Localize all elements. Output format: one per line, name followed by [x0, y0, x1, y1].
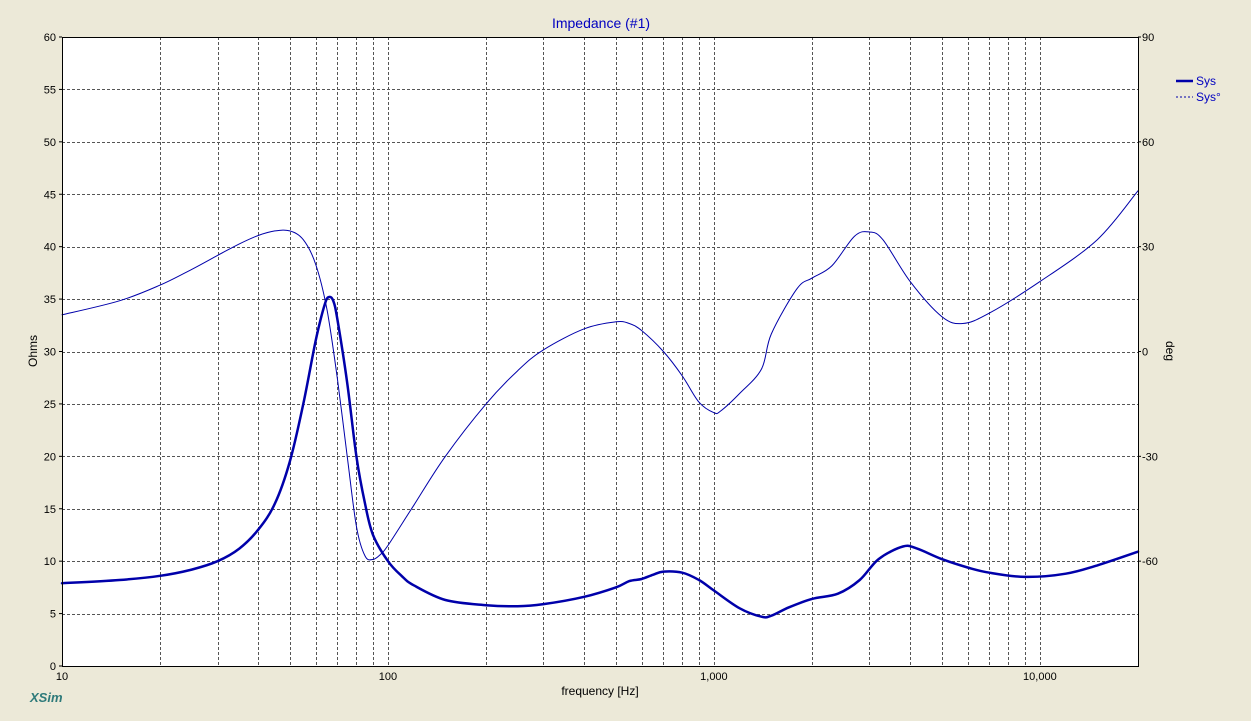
x-axis-title: frequency [Hz] [561, 684, 638, 698]
legend: Sys Sys° [1176, 74, 1221, 104]
y2-tick-label: -60 [1142, 556, 1158, 568]
y-tick-label: 15 [44, 504, 56, 516]
y2-tick-label: 0 [1142, 347, 1148, 359]
y-axis-title: Ohms [26, 335, 40, 367]
y-tick-label: 35 [44, 294, 56, 306]
grid [62, 37, 1138, 666]
tick-labels: 0 5 10 15 20 25 30 35 40 45 50 55 60 90 60 30 0 -30 -60 10 1… [44, 32, 1158, 683]
y-tick-label: 60 [44, 32, 56, 44]
y-tick-label: 10 [44, 556, 56, 568]
x-tick-label: 100 [379, 671, 397, 683]
y2-axis-title: deg [1163, 341, 1177, 361]
series-line-sys [60, 295, 1140, 619]
x-tick-label: 1,000 [700, 671, 728, 683]
y-tick-label: 50 [44, 137, 56, 149]
y-tick-label: 55 [44, 84, 56, 96]
y2-tick-label: -30 [1142, 451, 1158, 463]
x-tick-label: 10,000 [1023, 671, 1057, 683]
legend-label-sys: Sys [1196, 74, 1216, 88]
y2-tick-label: 60 [1142, 137, 1154, 149]
series-line-sys-phase [61, 190, 1139, 561]
y-tick-label: 20 [44, 451, 56, 463]
y-tick-label: 25 [44, 399, 56, 411]
y2-tick-label: 30 [1142, 242, 1154, 254]
brand-logo: XSim [29, 690, 63, 705]
series-layer [60, 190, 1140, 619]
y-tick-label: 5 [50, 609, 56, 621]
y-tick-label: 45 [44, 189, 56, 201]
x-tick-label: 10 [56, 671, 68, 683]
y2-tick-label: 90 [1142, 32, 1154, 44]
y-tick-label: 0 [50, 661, 56, 673]
chart-title: Impedance (#1) [552, 15, 650, 31]
y-tick-label: 30 [44, 347, 56, 359]
legend-label-sys-phase: Sys° [1196, 90, 1221, 104]
plot-area [62, 37, 1138, 666]
y-tick-label: 40 [44, 242, 56, 254]
